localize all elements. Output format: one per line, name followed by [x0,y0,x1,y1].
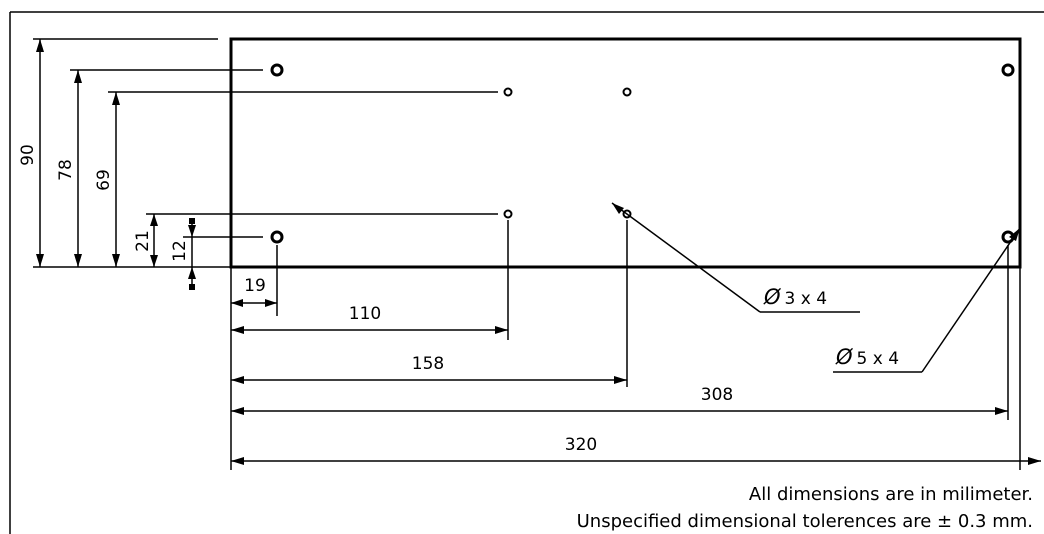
dim-69-label: 69 [94,169,114,191]
horizontal-dimension-labels: 19 110 158 308 320 [244,276,733,455]
large-hole-top-left [270,63,284,77]
horizontal-dimension-lines [231,299,1041,465]
large-hole-callout-text: 5 x 4 [857,349,900,369]
note-units: All dimensions are in milimeter. [749,484,1033,505]
diameter-symbol: Ø [835,345,853,369]
diameter-symbol: Ø [763,285,781,309]
drawing-notes: All dimensions are in milimeter. Unspeci… [577,484,1033,532]
small-hole-top-left [503,87,513,97]
dim-19-label: 19 [244,276,266,296]
vertical-dimension-labels: 90 78 69 21 12 [18,144,190,262]
vertical-dimension-lines [36,39,196,290]
large-hole-top-right [1001,63,1015,77]
dim-12-label: 12 [170,240,190,262]
plate-outline [229,37,1022,269]
large-hole-bottom-left [270,230,284,244]
small-hole-callout-text: 3 x 4 [785,289,828,309]
dim-158-label: 158 [412,354,444,374]
extension-lines-horizontal [33,38,498,268]
dim-110-label: 110 [349,304,381,324]
drawing-frame [9,11,1044,534]
dim-78-label: 78 [56,159,76,181]
small-hole-bottom-left [503,209,513,219]
dim-21-label: 21 [133,230,153,252]
dim-90-label: 90 [18,144,38,166]
dim-308-label: 308 [701,385,733,405]
note-tolerance: Unspecified dimensional tolerences are ±… [577,511,1033,532]
extension-lines-vertical [230,220,1021,470]
dim-320-label: 320 [565,435,597,455]
small-hole-top-right [622,87,632,97]
leader-lines [611,202,1021,373]
